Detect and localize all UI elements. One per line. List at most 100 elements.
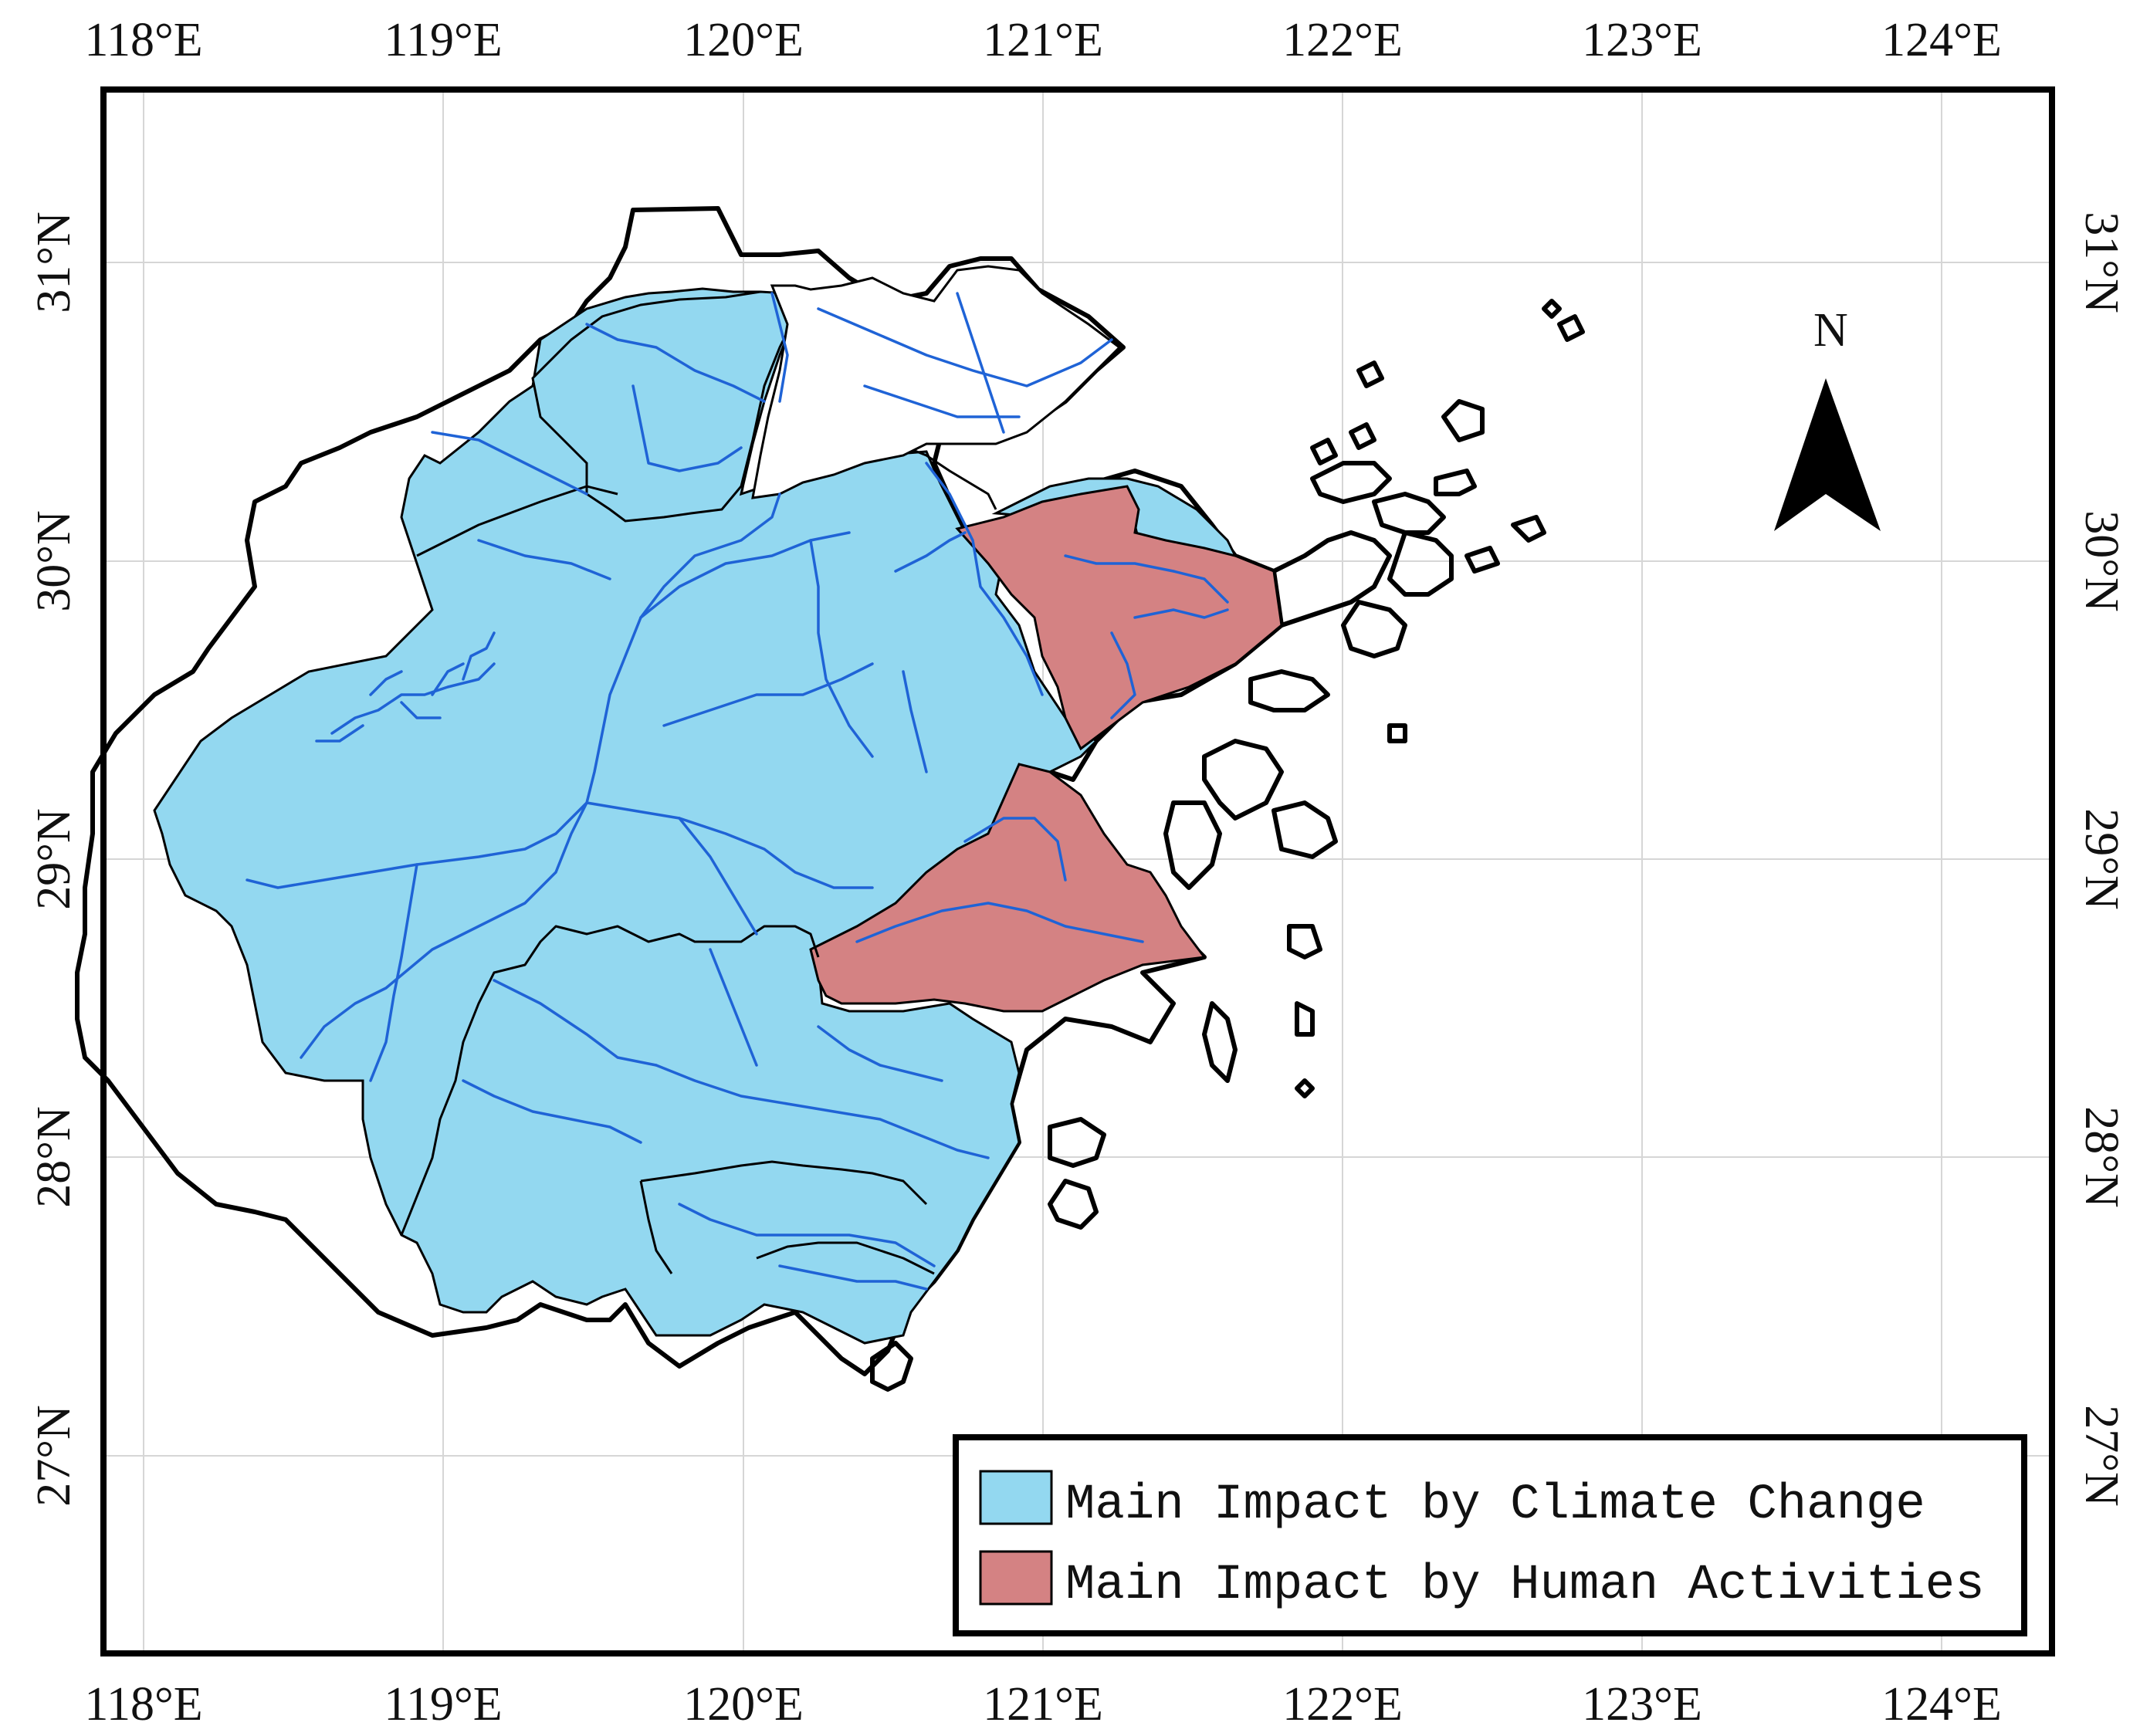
north-arrow: N: [1774, 304, 1881, 531]
tick-label-top: 120°E: [683, 14, 804, 66]
legend: Main Impact by Climate Change Main Impac…: [953, 1434, 2027, 1636]
legend-swatch-human-activities: [979, 1550, 1053, 1606]
north-arrow-icon: [1774, 378, 1881, 531]
island: [1387, 723, 1407, 743]
river-branch: [778, 1264, 928, 1291]
river-branch: [855, 902, 1144, 943]
tick-label-left: 29°N: [28, 808, 80, 910]
river-branch: [817, 1025, 943, 1082]
river-branch: [809, 539, 874, 758]
island: [1349, 422, 1376, 450]
legend-swatch-climate-change: [979, 1470, 1053, 1525]
river-branch: [863, 384, 1021, 418]
river-branch: [770, 292, 789, 403]
tick-label-top: 124°E: [1881, 14, 2002, 66]
tick-label-right: 27°N: [2075, 1405, 2128, 1507]
river-branch: [709, 948, 758, 1067]
river-branch: [1110, 631, 1136, 719]
island: [1511, 515, 1546, 543]
boundary-line: [756, 1241, 935, 1275]
island: [1271, 800, 1338, 859]
left-latitude-labels: 31°N 30°N 29°N 28°N 27°N: [28, 212, 80, 1507]
island: [1048, 1179, 1099, 1230]
tick-label-top: 123°E: [1582, 14, 1702, 66]
tick-label-right: 31°N: [2075, 212, 2128, 313]
island: [1441, 399, 1485, 442]
river-branch: [678, 1203, 936, 1267]
river-branch: [477, 539, 611, 580]
river-branch: [585, 323, 766, 403]
river-branch: [585, 801, 874, 889]
rivers: [245, 292, 1229, 1291]
river-branch: [493, 979, 658, 1067]
island: [1202, 739, 1284, 821]
island: [870, 1341, 913, 1392]
island: [1272, 530, 1392, 628]
region-unclassified-north: [751, 265, 1122, 499]
bottom-longitude-labels: 118°E 119°E 120°E 121°E 122°E 123°E 124°…: [84, 1678, 2002, 1731]
tick-label-top: 118°E: [84, 14, 202, 66]
river-branch: [1064, 554, 1229, 604]
boundary-line: [416, 485, 618, 557]
island: [1202, 1001, 1238, 1083]
legend-label-human-activities: Main Impact by Human Activities: [1065, 1558, 1985, 1613]
region-human-activities-taizhou: [809, 763, 1207, 1013]
tick-label-left: 27°N: [28, 1405, 80, 1507]
map-frame: [100, 86, 2055, 1656]
region-human-activities-ningbo: [955, 485, 1283, 751]
tick-label-bottom: 123°E: [1582, 1678, 1702, 1731]
lake-qiandao: [315, 631, 496, 743]
river-branch: [1133, 608, 1229, 619]
island: [1387, 530, 1454, 597]
tick-label-bottom: 120°E: [683, 1678, 804, 1731]
river-branch: [956, 292, 1005, 434]
river-branch: [963, 817, 1067, 882]
island: [1372, 492, 1446, 535]
island: [1356, 360, 1384, 388]
island: [1434, 469, 1477, 496]
tick-label-right: 30°N: [2075, 510, 2128, 612]
river-branch: [632, 384, 743, 472]
island: [1287, 924, 1322, 959]
river-branch: [462, 1079, 642, 1144]
north-arrow-label: N: [1813, 304, 1848, 357]
river-branch: [678, 817, 758, 936]
tick-label-bottom: 121°E: [983, 1678, 1103, 1731]
tick-label-top: 121°E: [983, 14, 1103, 66]
tick-label-right: 29°N: [2075, 808, 2128, 910]
islands: [870, 299, 1585, 1392]
top-longitude-labels: 118°E 119°E 120°E 121°E 122°E 123°E 124°…: [84, 14, 2002, 66]
island: [1557, 314, 1585, 342]
island: [1248, 669, 1330, 712]
tick-label-bottom: 119°E: [384, 1678, 502, 1731]
tick-label-bottom: 124°E: [1881, 1678, 2002, 1731]
legend-box: [953, 1434, 2027, 1636]
tick-label-left: 31°N: [28, 212, 80, 313]
river-branch: [431, 431, 588, 496]
legend-label-climate-change: Main Impact by Climate Change: [1065, 1477, 1925, 1533]
tick-label-top: 122°E: [1282, 14, 1403, 66]
boundary-line: [639, 1180, 673, 1274]
right-latitude-labels: 31°N 30°N 29°N 28°N 27°N: [2075, 212, 2128, 1507]
island: [1341, 600, 1407, 658]
river-branch: [894, 531, 967, 573]
river-branch: [662, 662, 874, 727]
river-branch: [639, 531, 851, 619]
island: [1295, 1078, 1315, 1098]
island: [1464, 546, 1500, 574]
tick-label-right: 28°N: [2075, 1106, 2128, 1208]
island: [1048, 1117, 1106, 1168]
tick-label-left: 30°N: [28, 510, 80, 612]
river-branch: [902, 670, 928, 773]
island: [1163, 800, 1222, 890]
river-branch: [655, 1064, 990, 1159]
tick-label-bottom: 118°E: [84, 1678, 202, 1731]
island: [1310, 461, 1392, 504]
tick-label-top: 119°E: [384, 14, 502, 66]
region-climate-change-north: [531, 290, 797, 523]
island: [1295, 1001, 1315, 1037]
tick-label-bottom: 122°E: [1282, 1678, 1403, 1731]
river-branch: [925, 462, 1044, 696]
boundary-line: [640, 1160, 928, 1206]
